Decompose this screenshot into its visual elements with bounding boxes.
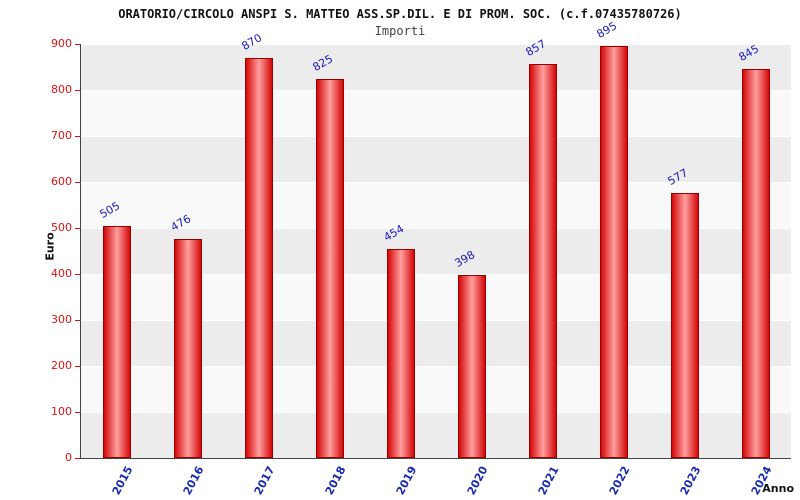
chart-title: ORATORIO/CIRCOLO ANSPI S. MATTEO ASS.SP.…	[118, 7, 682, 21]
y-tick-label: 0	[65, 451, 72, 464]
bar	[528, 63, 557, 458]
y-tick-mark	[75, 182, 80, 183]
y-tick-label: 400	[51, 267, 72, 280]
y-tick-mark	[75, 412, 80, 413]
y-tick-label: 500	[51, 221, 72, 234]
x-tick-label: 2019	[393, 464, 419, 498]
x-axis-title: Anno	[762, 482, 794, 495]
gridline	[81, 274, 791, 275]
gridline	[81, 182, 791, 183]
x-tick-label: 2023	[677, 464, 703, 498]
bar	[244, 57, 273, 458]
bar	[102, 225, 131, 458]
gridline	[81, 90, 791, 91]
x-tick-label: 2020	[464, 464, 490, 498]
y-axis-title: Euro	[43, 232, 57, 261]
y-tick-mark	[75, 136, 80, 137]
chart-subtitle: Importi	[374, 24, 426, 38]
gridline	[81, 228, 791, 229]
y-tick-label: 600	[51, 175, 72, 188]
y-tick-label: 300	[51, 313, 72, 326]
y-tick-label: 100	[51, 405, 72, 418]
gridline	[81, 320, 791, 321]
x-tick-label: 2022	[606, 464, 632, 498]
x-tick-label: 2017	[251, 464, 277, 498]
gridline	[81, 44, 791, 45]
x-tick-label: 2021	[535, 464, 561, 498]
y-tick-label: 900	[51, 37, 72, 50]
y-tick-mark	[75, 320, 80, 321]
x-tick-label: 2016	[180, 464, 206, 498]
bar	[386, 249, 415, 458]
x-tick-label: 2018	[322, 464, 348, 498]
bar	[457, 274, 486, 458]
gridline	[81, 366, 791, 367]
y-tick-label: 700	[51, 129, 72, 142]
y-tick-mark	[75, 44, 80, 45]
y-tick-label: 800	[51, 83, 72, 96]
bar-value-label: 895	[594, 19, 619, 42]
y-tick-label: 200	[51, 359, 72, 372]
y-tick-mark	[75, 228, 80, 229]
y-tick-mark	[75, 366, 80, 367]
gridline	[81, 412, 791, 413]
bar	[599, 46, 628, 458]
y-tick-mark	[75, 90, 80, 91]
bar	[670, 192, 699, 458]
y-tick-mark	[75, 458, 80, 459]
x-tick-label: 2015	[109, 464, 135, 498]
y-tick-mark	[75, 274, 80, 275]
bar	[741, 69, 770, 458]
bar	[315, 78, 344, 458]
gridline	[81, 136, 791, 137]
plot-area	[80, 44, 791, 459]
bar	[173, 239, 202, 458]
